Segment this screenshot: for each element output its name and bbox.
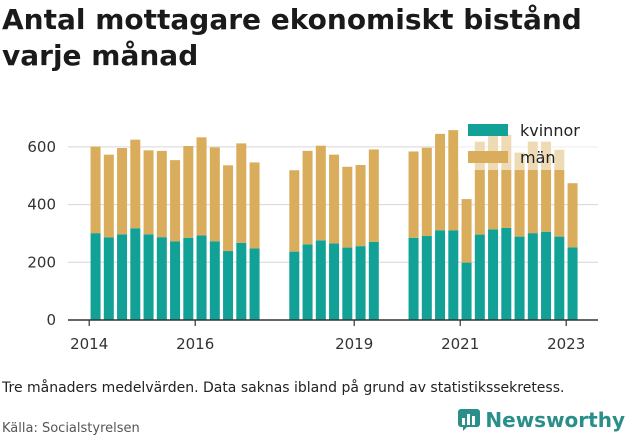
bar-kvinnor xyxy=(421,236,432,320)
bar-kvinnor xyxy=(342,247,353,320)
bar-kvinnor xyxy=(143,234,154,320)
bar-kvinnor xyxy=(329,243,340,320)
bar-kvinnor xyxy=(315,240,326,320)
bar-män xyxy=(567,183,578,248)
bar-män xyxy=(355,165,366,247)
bar-kvinnor xyxy=(448,230,459,320)
bar-män xyxy=(302,150,313,245)
bar-kvinnor xyxy=(355,246,366,320)
legend-swatch-kvinnor xyxy=(468,124,508,136)
bar-män xyxy=(249,162,260,249)
bars xyxy=(90,130,578,320)
legend-label-män: män xyxy=(520,148,556,167)
legend-swatch-män xyxy=(468,151,508,163)
bar-kvinnor xyxy=(289,251,300,320)
bar-män xyxy=(209,147,220,242)
y-tick-label: 200 xyxy=(27,253,56,271)
bar-kvinnor xyxy=(567,247,578,320)
bar-kvinnor xyxy=(223,251,234,320)
bar-kvinnor xyxy=(541,231,552,320)
bar-chart-icon xyxy=(458,409,481,431)
bar-män xyxy=(329,154,340,244)
bar-kvinnor xyxy=(117,234,128,320)
bar-män xyxy=(223,165,234,252)
x-axis: 2014 2016 2019 2021 2023 xyxy=(68,319,598,353)
bar-män xyxy=(435,133,446,231)
y-axis: 0 200 400 600 xyxy=(27,138,56,329)
bar-kvinnor xyxy=(461,262,472,320)
bar-kvinnor xyxy=(183,237,194,320)
bar-män xyxy=(527,141,538,234)
bar-kvinnor xyxy=(368,241,379,320)
legend-label-kvinnor: kvinnor xyxy=(520,121,580,140)
bar-män xyxy=(514,152,525,237)
bar-kvinnor xyxy=(103,237,114,320)
bar-män xyxy=(170,160,181,242)
bar-kvinnor xyxy=(209,241,220,320)
bar-kvinnor xyxy=(170,241,181,320)
bar-män xyxy=(289,170,300,252)
bar-kvinnor xyxy=(156,237,167,320)
bar-kvinnor xyxy=(196,235,207,320)
x-tick-label: 2021 xyxy=(441,335,479,353)
bar-män xyxy=(554,149,565,237)
bar-män xyxy=(488,135,499,230)
bar-kvinnor xyxy=(302,244,313,320)
y-tick-label: 0 xyxy=(46,311,56,329)
bar-män xyxy=(103,154,114,238)
y-tick-label: 600 xyxy=(27,138,56,156)
logo-text: Newsworthy xyxy=(485,408,625,432)
chart-title: Antal mottagare ekonomiskt bistånd varje… xyxy=(2,3,582,72)
bar-män xyxy=(117,148,128,235)
bar-kvinnor xyxy=(90,233,101,320)
bar-män xyxy=(474,141,485,235)
bar-män xyxy=(541,141,552,232)
newsworthy-logo: Newsworthy xyxy=(457,408,625,432)
bar-kvinnor xyxy=(527,233,538,320)
y-tick-label: 400 xyxy=(27,196,56,214)
bar-män xyxy=(236,143,247,243)
bar-män xyxy=(448,130,459,231)
bar-kvinnor xyxy=(249,248,260,320)
bar-kvinnor xyxy=(408,237,419,320)
x-tick-label: 2016 xyxy=(176,335,214,353)
bar-män xyxy=(342,166,353,248)
bar-kvinnor xyxy=(488,229,499,320)
bar-kvinnor xyxy=(501,227,512,320)
bar-män xyxy=(156,150,167,238)
x-tick-label: 2014 xyxy=(70,335,108,353)
x-tick-label: 2019 xyxy=(335,335,373,353)
bar-kvinnor xyxy=(474,234,485,320)
x-tick-label: 2023 xyxy=(547,335,585,353)
bar-kvinnor xyxy=(554,236,565,320)
bar-män xyxy=(408,151,419,238)
bar-män xyxy=(143,150,154,235)
bar-kvinnor xyxy=(435,230,446,320)
chart: 0 200 400 600 2014 2016 2019 2021 2023 kvinnor m… xyxy=(27,114,608,353)
legend: kvinnor män xyxy=(458,114,608,170)
bar-män xyxy=(461,199,472,263)
bar-kvinnor xyxy=(130,228,141,320)
bar-kvinnor xyxy=(236,242,247,320)
bar-män xyxy=(90,146,101,234)
bar-män xyxy=(368,149,379,242)
bar-män xyxy=(130,139,141,229)
bar-män xyxy=(315,145,326,241)
bar-män xyxy=(501,134,512,228)
bar-män xyxy=(421,147,432,237)
source-text: Källa: Socialstyrelsen xyxy=(2,421,140,436)
bar-män xyxy=(196,137,207,236)
bar-kvinnor xyxy=(514,236,525,320)
bar-män xyxy=(183,145,194,238)
chart-note: Tre månaders medelvärden. Data saknas ib… xyxy=(2,380,565,396)
